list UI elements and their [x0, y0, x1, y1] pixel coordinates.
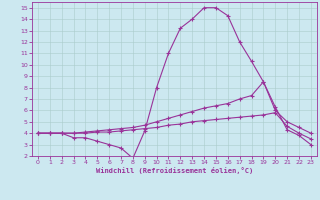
X-axis label: Windchill (Refroidissement éolien,°C): Windchill (Refroidissement éolien,°C): [96, 167, 253, 174]
